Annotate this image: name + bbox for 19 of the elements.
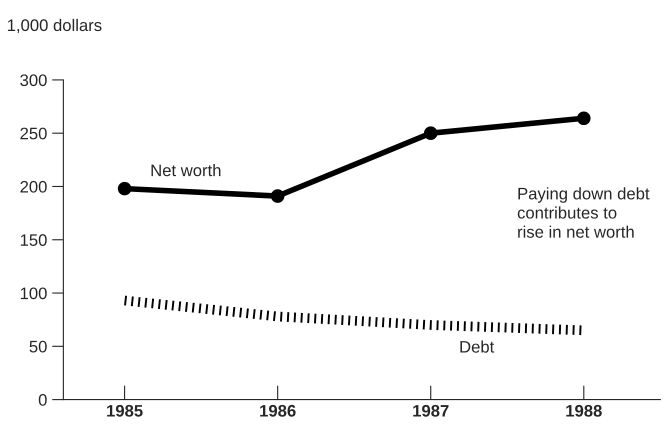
y-tick-label: 50 xyxy=(30,340,47,353)
y-tick-label: 250 xyxy=(20,128,47,140)
series-label: Net worth xyxy=(152,164,220,176)
y-tick-label: 0 xyxy=(38,394,47,406)
y-tick-label: 200 xyxy=(20,180,47,193)
y-tick-label: 150 xyxy=(20,234,47,246)
y-axis-title: 1,000 dollars xyxy=(8,18,102,34)
y-tick-label: 300 xyxy=(20,74,47,86)
x-tick-label: 1985 xyxy=(107,404,143,417)
point xyxy=(118,182,132,196)
x-tick-label: 1988 xyxy=(566,404,602,417)
annotation: Paying down debt contributes to rise in net worth xyxy=(518,187,650,238)
point xyxy=(270,189,284,203)
series-label: Debt xyxy=(460,340,494,353)
point xyxy=(577,112,591,126)
point xyxy=(424,126,438,140)
y-tick-label: 100 xyxy=(20,287,47,300)
x-tick-label: 1986 xyxy=(260,404,296,417)
x-tick-label: 1987 xyxy=(413,404,449,417)
